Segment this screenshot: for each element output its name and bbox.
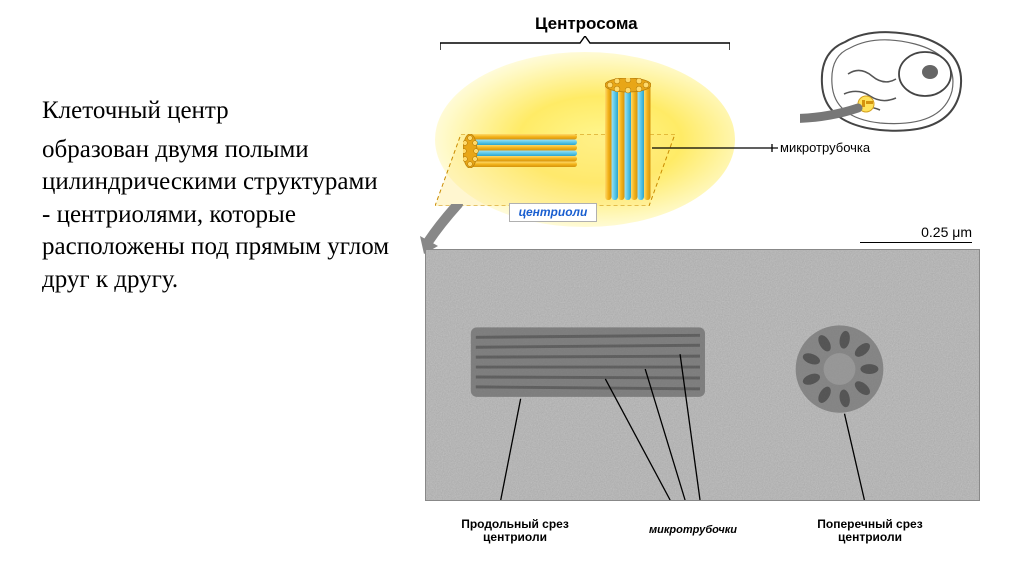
centrosome-diagram: центриоли xyxy=(435,52,735,227)
centrosome-title: Центросома xyxy=(535,14,638,34)
centriole-horizontal xyxy=(463,134,583,168)
label-microtubules: микротрубочки xyxy=(649,524,737,536)
microtubule-pointer xyxy=(652,142,782,160)
arrow-down-icon xyxy=(410,204,470,254)
description-text: Клеточный центр образован двумя полыми ц… xyxy=(42,95,392,296)
bracket-icon xyxy=(440,36,730,50)
label-transverse: Поперечный срез центриоли xyxy=(795,518,945,544)
centriole-vertical xyxy=(605,78,651,206)
scale-label: 0.25 μm xyxy=(921,224,972,240)
label-longitudinal: Продольный срез центриоли xyxy=(445,518,585,544)
micrograph-image xyxy=(425,249,980,501)
scale-bar: 0.25 μm xyxy=(860,224,972,243)
text-title: Клеточный центр xyxy=(42,95,392,128)
text-body: образован двумя полыми цилиндрическими с… xyxy=(42,134,392,297)
cell-icon xyxy=(800,24,970,144)
centrioli-label: центриоли xyxy=(509,203,597,222)
scale-line xyxy=(860,242,972,243)
